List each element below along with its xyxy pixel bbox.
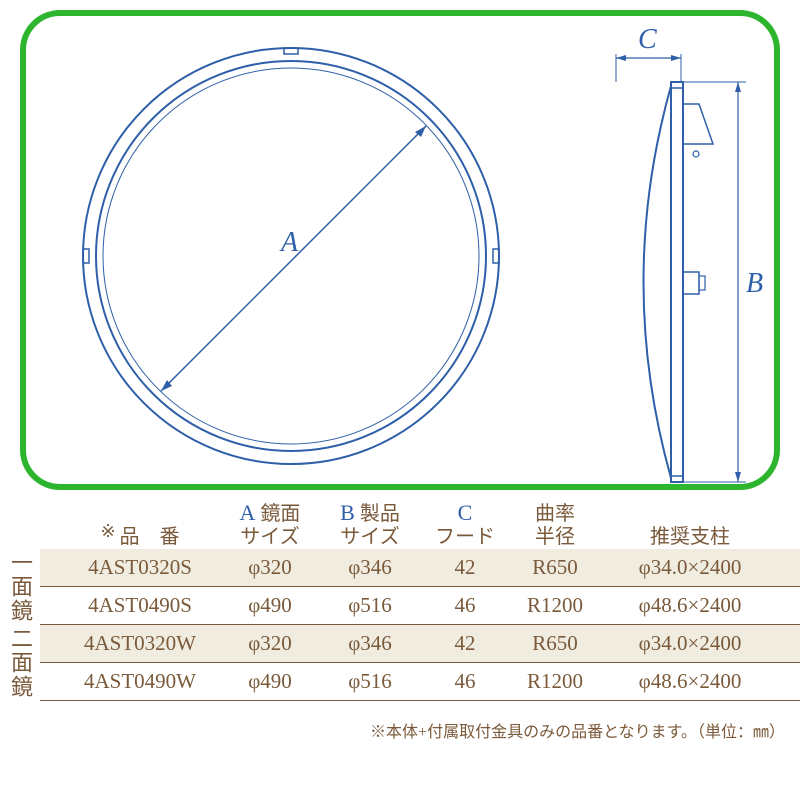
cell-b: φ346 (320, 555, 420, 580)
cell-c: 46 (420, 593, 510, 618)
cell-a: φ490 (220, 593, 320, 618)
dim-label-b: B (746, 268, 763, 299)
cell-c: 42 (420, 631, 510, 656)
table-row: 4AST0320Wφ320φ34642R650φ34.0×2400 (40, 625, 800, 663)
cell-c: 46 (420, 669, 510, 694)
side-view: C B (586, 24, 776, 484)
table-row: 4AST0320Sφ320φ34642R650φ34.0×2400 (40, 549, 800, 587)
cell-pn: 4AST0320S (60, 555, 220, 580)
front-view: A (76, 41, 506, 471)
table-row: 4AST0490Sφ490φ51646R1200φ48.6×2400 (40, 587, 800, 625)
table-header-row: ※品 番 A 鏡面サイズ B 製品サイズ Cフード 曲率半径 推奨支柱 (0, 500, 800, 549)
group-label: 一面鏡 (0, 549, 40, 625)
cell-p: φ48.6×2400 (600, 669, 780, 694)
table-group: 一面鏡4AST0320Sφ320φ34642R650φ34.0×24004AST… (0, 549, 800, 625)
cell-a: φ490 (220, 669, 320, 694)
cell-p: φ34.0×2400 (600, 631, 780, 656)
hdr-c: Cフード (420, 500, 510, 549)
table-group: 二面鏡4AST0320Wφ320φ34642R650φ34.0×24004AST… (0, 625, 800, 701)
hdr-part-no: ※品 番 (60, 526, 220, 549)
group-label: 二面鏡 (0, 625, 40, 701)
hdr-radius: 曲率半径 (510, 503, 600, 549)
cell-a: φ320 (220, 631, 320, 656)
cell-b: φ516 (320, 669, 420, 694)
cell-b: φ346 (320, 631, 420, 656)
diagram-frame: A C B (20, 10, 780, 490)
cell-pn: 4AST0490W (60, 669, 220, 694)
hdr-a: A 鏡面サイズ (220, 500, 320, 549)
cell-pn: 4AST0320W (60, 631, 220, 656)
cell-c: 42 (420, 555, 510, 580)
dim-label-a: A (279, 227, 299, 258)
hdr-pillar: 推奨支柱 (600, 526, 780, 549)
table-footnote: ※本体+付属取付金具のみの品番となります。（単位：㎜） (370, 718, 785, 742)
cell-p: φ48.6×2400 (600, 593, 780, 618)
hdr-b: B 製品サイズ (320, 500, 420, 549)
cell-r: R1200 (510, 593, 600, 618)
cell-b: φ516 (320, 593, 420, 618)
table-row: 4AST0490Wφ490φ51646R1200φ48.6×2400 (40, 663, 800, 701)
dim-label-c: C (638, 24, 657, 55)
cell-pn: 4AST0490S (60, 593, 220, 618)
hdr-r-txt: 曲率半径 (535, 503, 575, 548)
hdr-c-txt: フード (435, 526, 495, 548)
cell-r: R650 (510, 555, 600, 580)
spec-table: ※品 番 A 鏡面サイズ B 製品サイズ Cフード 曲率半径 推奨支柱 一面鏡4… (0, 500, 800, 701)
cell-a: φ320 (220, 555, 320, 580)
cell-r: R1200 (510, 669, 600, 694)
cell-r: R650 (510, 631, 600, 656)
cell-p: φ34.0×2400 (600, 555, 780, 580)
